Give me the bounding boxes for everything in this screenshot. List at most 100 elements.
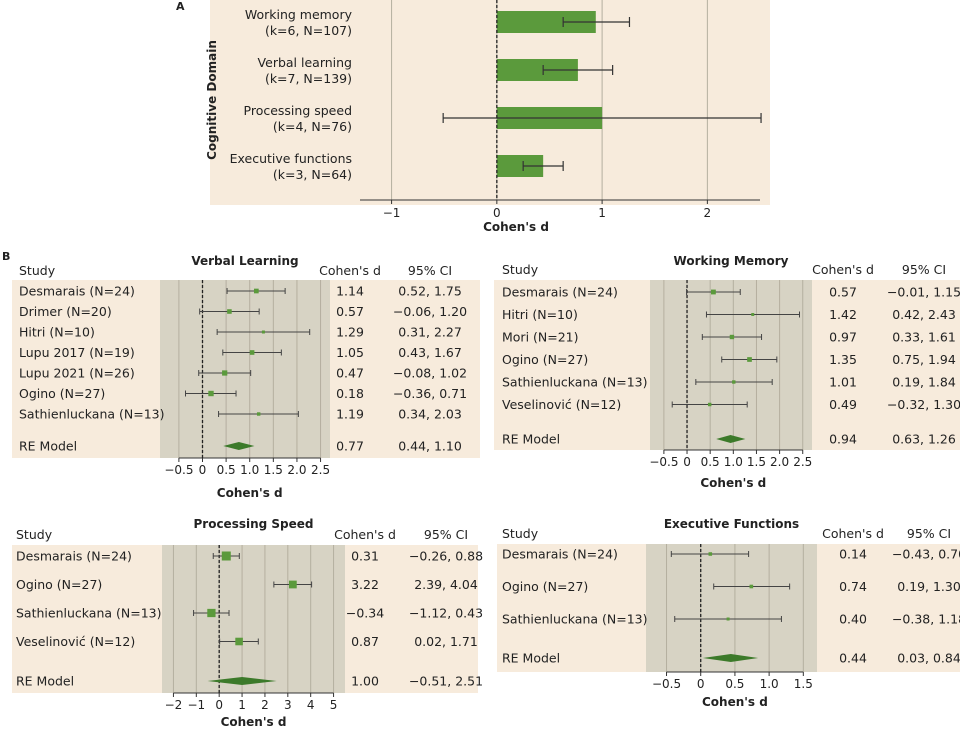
- forest-processing-speed-tick-label: 3: [284, 698, 292, 712]
- forest-executive-functions-point-marker: [708, 552, 713, 556]
- forest-executive-functions-tick-label: 1.5: [794, 677, 813, 691]
- forest-executive-functions-header-study: Study: [502, 526, 539, 541]
- forest-executive-functions-point-marker: [726, 617, 730, 621]
- forest-working-memory-study-d: 1.42: [829, 307, 857, 322]
- panel-a-x-axis-label: Cohen's d: [483, 220, 549, 234]
- panel-a-category-label: Processing speed: [244, 103, 352, 118]
- forest-verbal-learning-study-ci: 0.52, 1.75: [398, 284, 462, 299]
- forest-verbal-learning-tick-label: −0.5: [164, 463, 193, 477]
- panel-a-y-axis-label: Cognitive Domain: [205, 40, 219, 160]
- forest-verbal-learning-header-ci: 95% CI: [408, 263, 452, 278]
- forest-executive-functions-re-d: 0.44: [839, 651, 867, 666]
- forest-working-memory-study-ci: 0.33, 1.61: [892, 330, 956, 345]
- panel-a-category-sub: (k=6, N=107): [265, 23, 352, 38]
- forest-processing-speed-re-d: 1.00: [351, 674, 379, 689]
- forest-executive-functions-x-axis-label: Cohen's d: [702, 695, 768, 709]
- forest-processing-speed-re-diamond: [207, 677, 277, 685]
- forest-verbal-learning-point-marker: [256, 412, 261, 416]
- forest-executive-functions-study-d: 0.14: [839, 547, 867, 562]
- forest-executive-functions-study-ci: 0.19, 1.30: [897, 579, 960, 594]
- forest-working-memory-tick-label: 0.5: [701, 455, 720, 469]
- forest-processing-speed-study-name: Veselinović (N=12): [16, 634, 135, 649]
- forest-working-memory-tick-label: 0: [683, 455, 691, 469]
- forest-processing-speed-tick-label: 2: [261, 698, 269, 712]
- forest-verbal-learning-study-d: 1.19: [336, 407, 364, 422]
- forest-processing-speed-title: Processing Speed: [193, 517, 313, 531]
- forest-verbal-learning-study-d: 1.14: [336, 284, 364, 299]
- forest-verbal-learning-study-name: Lupu 2017 (N=19): [19, 345, 135, 360]
- forest-working-memory-header-ci: 95% CI: [902, 262, 946, 277]
- forest-verbal-learning-title: Verbal Learning: [191, 254, 298, 268]
- forest-working-memory-x-axis-label: Cohen's d: [700, 476, 766, 490]
- forest-executive-functions-study-d: 0.74: [839, 579, 867, 594]
- forest-verbal-learning-study-ci: 0.43, 1.67: [398, 345, 462, 360]
- forest-working-memory-plot-area: [650, 280, 812, 450]
- forest-working-memory-study-ci: −0.32, 1.30: [887, 397, 960, 412]
- forest-verbal-learning-study-name: Lupu 2021 (N=26): [19, 366, 135, 381]
- panel-a-tick-label: 0: [493, 206, 501, 220]
- forest-processing-speed-study-ci: −1.12, 0.43: [409, 606, 483, 621]
- forest-processing-speed-tick-label: 0: [215, 698, 223, 712]
- forest-working-memory-tick-label: 1.5: [747, 455, 766, 469]
- forest-working-memory-study-d: 1.01: [829, 375, 857, 390]
- forest-executive-functions-tick-label: 0: [697, 677, 705, 691]
- forest-executive-functions-study-ci: −0.38, 1.18: [892, 612, 960, 627]
- forest-verbal-learning-header-d: Cohen's d: [319, 263, 381, 278]
- forest-processing-speed-tick-label: −1: [187, 698, 205, 712]
- forest-processing-speed-re-ci: −0.51, 2.51: [409, 674, 483, 689]
- forest-working-memory-header-study: Study: [502, 262, 539, 277]
- forest-working-memory-point-marker: [729, 334, 735, 340]
- forest-processing-speed-study-d: 3.22: [351, 577, 379, 592]
- forest-executive-functions-study-name: Desmarais (N=24): [502, 547, 618, 562]
- forest-verbal-learning-x-axis-label: Cohen's d: [217, 486, 283, 500]
- panel-a-tick-label: 1: [598, 206, 606, 220]
- forest-processing-speed-study-name: Ogino (N=27): [16, 577, 102, 592]
- forest-verbal-learning-study-d: 0.47: [336, 366, 364, 381]
- forest-processing-speed-point-marker: [235, 637, 243, 646]
- panel-a-category-label: Verbal learning: [258, 55, 352, 70]
- forest-working-memory-tick-label: 2.0: [770, 455, 789, 469]
- forest-executive-functions-tick-label: 1.0: [760, 677, 779, 691]
- forest-verbal-learning-study-d: 1.05: [336, 345, 364, 360]
- panel-a-category-sub: (k=3, N=64): [273, 167, 352, 182]
- forest-processing-speed-point-marker: [221, 551, 231, 561]
- forest-verbal-learning-tick-label: 2.5: [311, 463, 330, 477]
- panel-a-background: [210, 0, 770, 205]
- forest-processing-speed-tick-label: 1: [238, 698, 246, 712]
- forest-processing-speed-study-d: 0.31: [351, 549, 379, 564]
- forest-working-memory-tick-label: 2.5: [793, 455, 812, 469]
- forest-verbal-learning-point-marker: [253, 288, 259, 294]
- forest-verbal-learning-point-marker: [227, 309, 232, 314]
- forest-executive-functions-re-ci: 0.03, 0.84: [897, 651, 960, 666]
- forest-working-memory-header-d: Cohen's d: [812, 262, 874, 277]
- forest-processing-speed-re-label: RE Model: [16, 674, 74, 689]
- panel-a-bar: [496, 59, 578, 81]
- forest-executive-functions-tick-label: 0.5: [725, 677, 744, 691]
- forest-processing-speed-study-name: Sathienluckana (N=13): [16, 606, 162, 621]
- forest-working-memory-study-ci: 0.75, 1.94: [892, 352, 956, 367]
- forest-verbal-learning-re-label: RE Model: [19, 439, 77, 454]
- forest-working-memory-re-label: RE Model: [502, 432, 560, 447]
- forest-executive-functions-study-ci: −0.43, 0.70: [892, 547, 960, 562]
- forest-verbal-learning-tick-label: 1.0: [240, 463, 259, 477]
- forest-working-memory-study-d: 0.49: [829, 397, 857, 412]
- forest-verbal-learning-study-d: 1.29: [336, 325, 364, 340]
- forest-verbal-learning-re-ci: 0.44, 1.10: [398, 439, 462, 454]
- forest-processing-speed-tick-label: 4: [307, 698, 315, 712]
- forest-processing-speed-study-name: Desmarais (N=24): [16, 549, 132, 564]
- panel-a-label: A: [176, 0, 185, 13]
- forest-working-memory-study-name: Ogino (N=27): [502, 352, 588, 367]
- forest-working-memory-study-ci: 0.42, 2.43: [892, 307, 956, 322]
- forest-processing-speed-study-ci: 2.39, 4.04: [414, 577, 478, 592]
- forest-working-memory-tick-label: −0.5: [649, 455, 678, 469]
- forest-working-memory-study-ci: 0.19, 1.84: [892, 375, 956, 390]
- forest-executive-functions-plot-area: [646, 544, 817, 672]
- forest-verbal-learning-study-ci: −0.36, 0.71: [393, 386, 467, 401]
- forest-working-memory-title: Working Memory: [674, 254, 789, 268]
- forest-processing-speed-study-d: 0.87: [351, 634, 379, 649]
- forest-working-memory-study-d: 1.35: [829, 352, 857, 367]
- panel-a-tick-label: 2: [704, 206, 712, 220]
- forest-processing-speed-plot-area: [162, 545, 345, 693]
- forest-verbal-learning-study-d: 0.57: [336, 304, 364, 319]
